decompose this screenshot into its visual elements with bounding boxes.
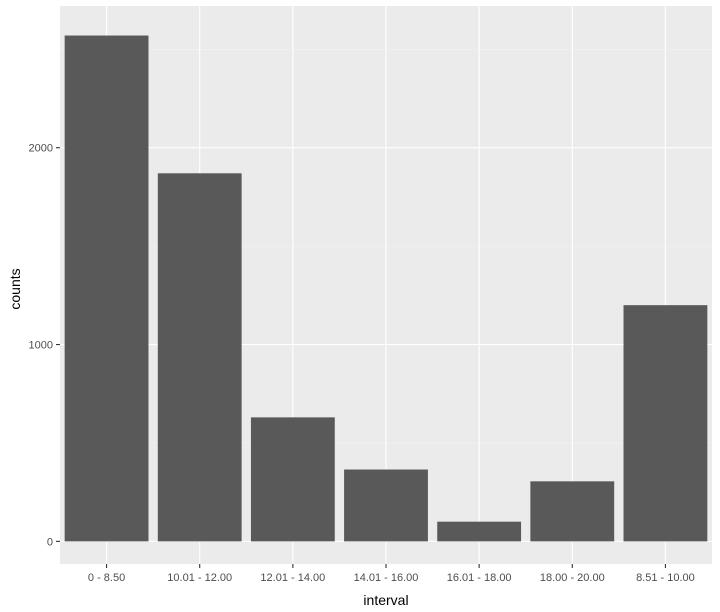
x-axis-title: interval [363, 592, 408, 608]
bar [250, 417, 335, 542]
x-tick-label: 16.01 - 18.00 [447, 572, 512, 584]
y-tick-label: 2000 [29, 143, 53, 155]
bar [344, 469, 428, 542]
bar [157, 173, 242, 542]
x-tick-label: 0 - 8.50 [88, 572, 125, 584]
bar [623, 305, 708, 542]
bar [530, 481, 615, 542]
x-tick-label: 10.01 - 12.00 [167, 572, 232, 584]
y-tick-label: 0 [47, 536, 53, 548]
x-tick-label: 14.01 - 16.00 [354, 572, 419, 584]
axis-ticks [56, 147, 666, 568]
x-tick-labels: 0 - 8.50 10.01 - 12.00 12.01 - 14.00 14.01 … [88, 572, 695, 584]
y-tick-labels: 0 1000 2000 [29, 143, 53, 549]
x-tick-label: 12.01 - 14.00 [260, 572, 325, 584]
bar [437, 521, 522, 542]
bar [64, 35, 149, 542]
x-tick-label: 18.00 - 20.00 [540, 572, 605, 584]
y-tick-label: 1000 [29, 340, 53, 352]
bars [64, 35, 708, 542]
x-tick-label: 8.51 - 10.00 [636, 572, 695, 584]
y-axis-title: counts [7, 268, 23, 309]
